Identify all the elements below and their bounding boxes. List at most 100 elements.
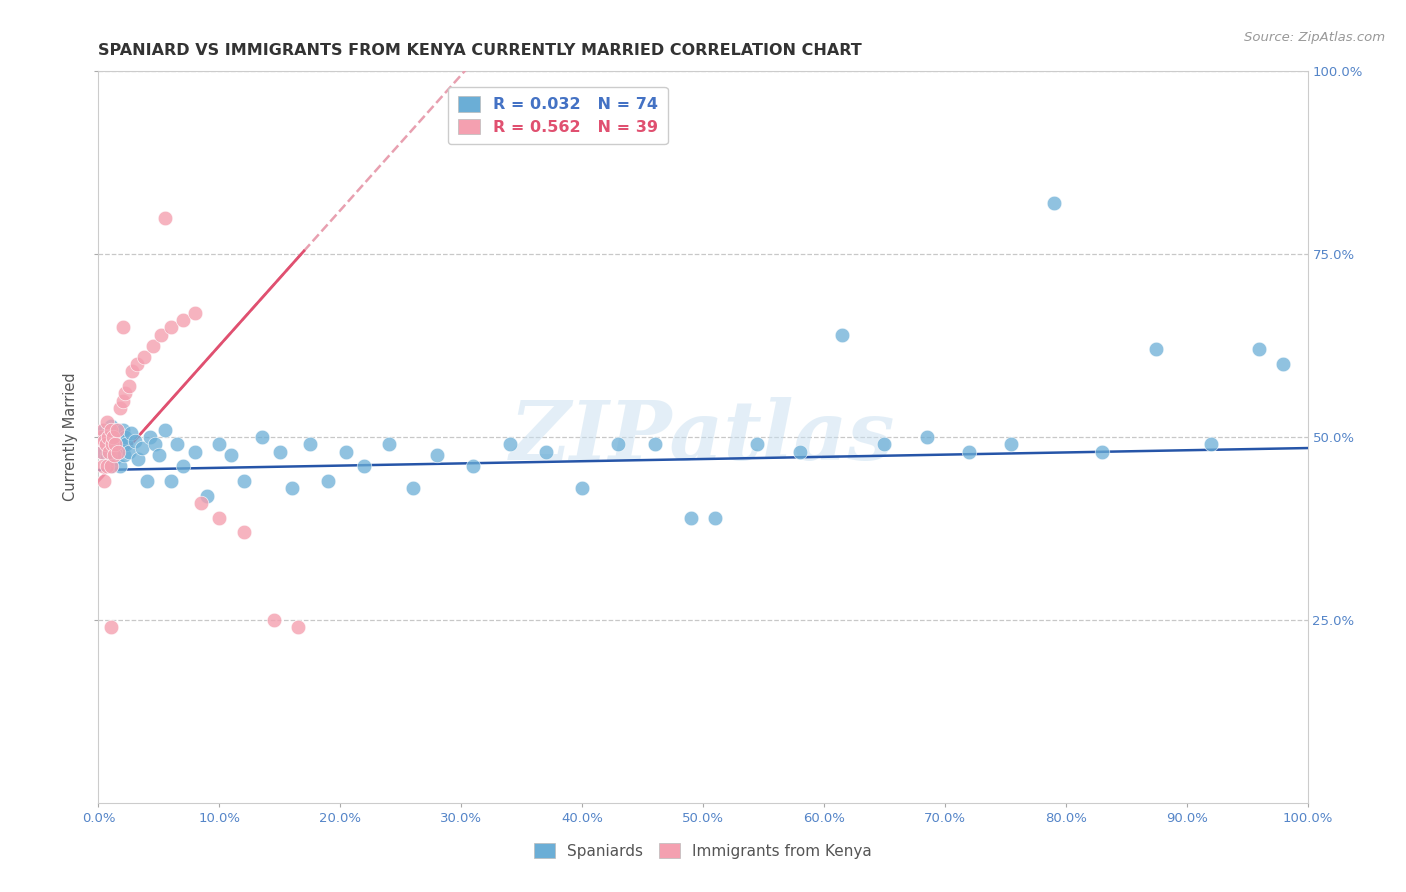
Point <box>100 423 122 437</box>
Point <box>107 423 129 437</box>
Point <box>101 430 124 444</box>
Point <box>131 441 153 455</box>
Point <box>105 423 128 437</box>
Point <box>91 430 114 444</box>
Point <box>299 437 322 451</box>
Point <box>94 437 117 451</box>
Point <box>100 430 122 444</box>
Point <box>108 401 131 415</box>
Point <box>831 327 853 342</box>
Point <box>93 474 115 488</box>
Point <box>263 613 285 627</box>
Point <box>679 510 702 524</box>
Point <box>91 459 114 474</box>
Point <box>112 448 135 462</box>
Point <box>704 510 727 524</box>
Point <box>97 430 120 444</box>
Point <box>316 474 339 488</box>
Point <box>93 434 115 448</box>
Point <box>208 437 231 451</box>
Point <box>103 452 125 467</box>
Text: Source: ZipAtlas.com: Source: ZipAtlas.com <box>1244 31 1385 45</box>
Point <box>114 386 136 401</box>
Point <box>747 437 769 451</box>
Y-axis label: Currently Married: Currently Married <box>63 373 79 501</box>
Point <box>97 426 120 441</box>
Point <box>353 459 375 474</box>
Point <box>100 430 122 444</box>
Point <box>172 313 194 327</box>
Point <box>166 437 188 451</box>
Point <box>111 320 134 334</box>
Point <box>498 437 520 451</box>
Point <box>108 434 131 448</box>
Point <box>789 444 811 458</box>
Point <box>1042 196 1064 211</box>
Point <box>1272 357 1295 371</box>
Point <box>111 423 134 437</box>
Point <box>148 448 170 462</box>
Point <box>957 444 980 458</box>
Point <box>1249 343 1271 357</box>
Point <box>100 459 122 474</box>
Point <box>269 444 291 458</box>
Point <box>335 444 357 458</box>
Point <box>1146 343 1168 357</box>
Point <box>195 489 218 503</box>
Point <box>1199 437 1222 451</box>
Point <box>281 481 304 495</box>
Point <box>463 459 485 474</box>
Point <box>571 481 593 495</box>
Point <box>104 430 127 444</box>
Point <box>96 416 118 430</box>
Point <box>172 459 194 474</box>
Point <box>534 444 557 458</box>
Point <box>607 437 630 451</box>
Point <box>134 350 156 364</box>
Point <box>96 448 118 462</box>
Point <box>190 496 212 510</box>
Point <box>93 423 115 437</box>
Point <box>100 459 122 474</box>
Point <box>98 444 121 458</box>
Point <box>287 620 309 634</box>
Point <box>142 338 165 352</box>
Point <box>127 452 149 467</box>
Point <box>232 525 254 540</box>
Point <box>377 437 399 451</box>
Point <box>160 320 183 334</box>
Point <box>644 437 666 451</box>
Point <box>426 448 449 462</box>
Point <box>91 444 114 458</box>
Point <box>250 430 273 444</box>
Point <box>115 437 138 451</box>
Point <box>139 430 162 444</box>
Point <box>97 444 120 458</box>
Point <box>153 423 176 437</box>
Point <box>118 444 141 458</box>
Point <box>118 379 141 393</box>
Point <box>105 444 128 458</box>
Point <box>100 620 122 634</box>
Point <box>124 434 146 448</box>
Point <box>90 430 112 444</box>
Point <box>221 448 243 462</box>
Point <box>153 211 176 225</box>
Point <box>108 459 131 474</box>
Point <box>208 510 231 524</box>
Point <box>91 444 114 458</box>
Point <box>121 364 143 378</box>
Text: ZIPatlas: ZIPatlas <box>510 397 896 477</box>
Point <box>1000 437 1022 451</box>
Point <box>135 474 157 488</box>
Point <box>232 474 254 488</box>
Point <box>873 437 896 451</box>
Point <box>100 437 122 451</box>
Point <box>127 357 149 371</box>
Point <box>91 423 114 437</box>
Point <box>104 437 127 451</box>
Point <box>110 437 132 451</box>
Text: SPANIARD VS IMMIGRANTS FROM KENYA CURRENTLY MARRIED CORRELATION CHART: SPANIARD VS IMMIGRANTS FROM KENYA CURREN… <box>98 43 862 58</box>
Point <box>184 444 207 458</box>
Point <box>107 444 129 458</box>
